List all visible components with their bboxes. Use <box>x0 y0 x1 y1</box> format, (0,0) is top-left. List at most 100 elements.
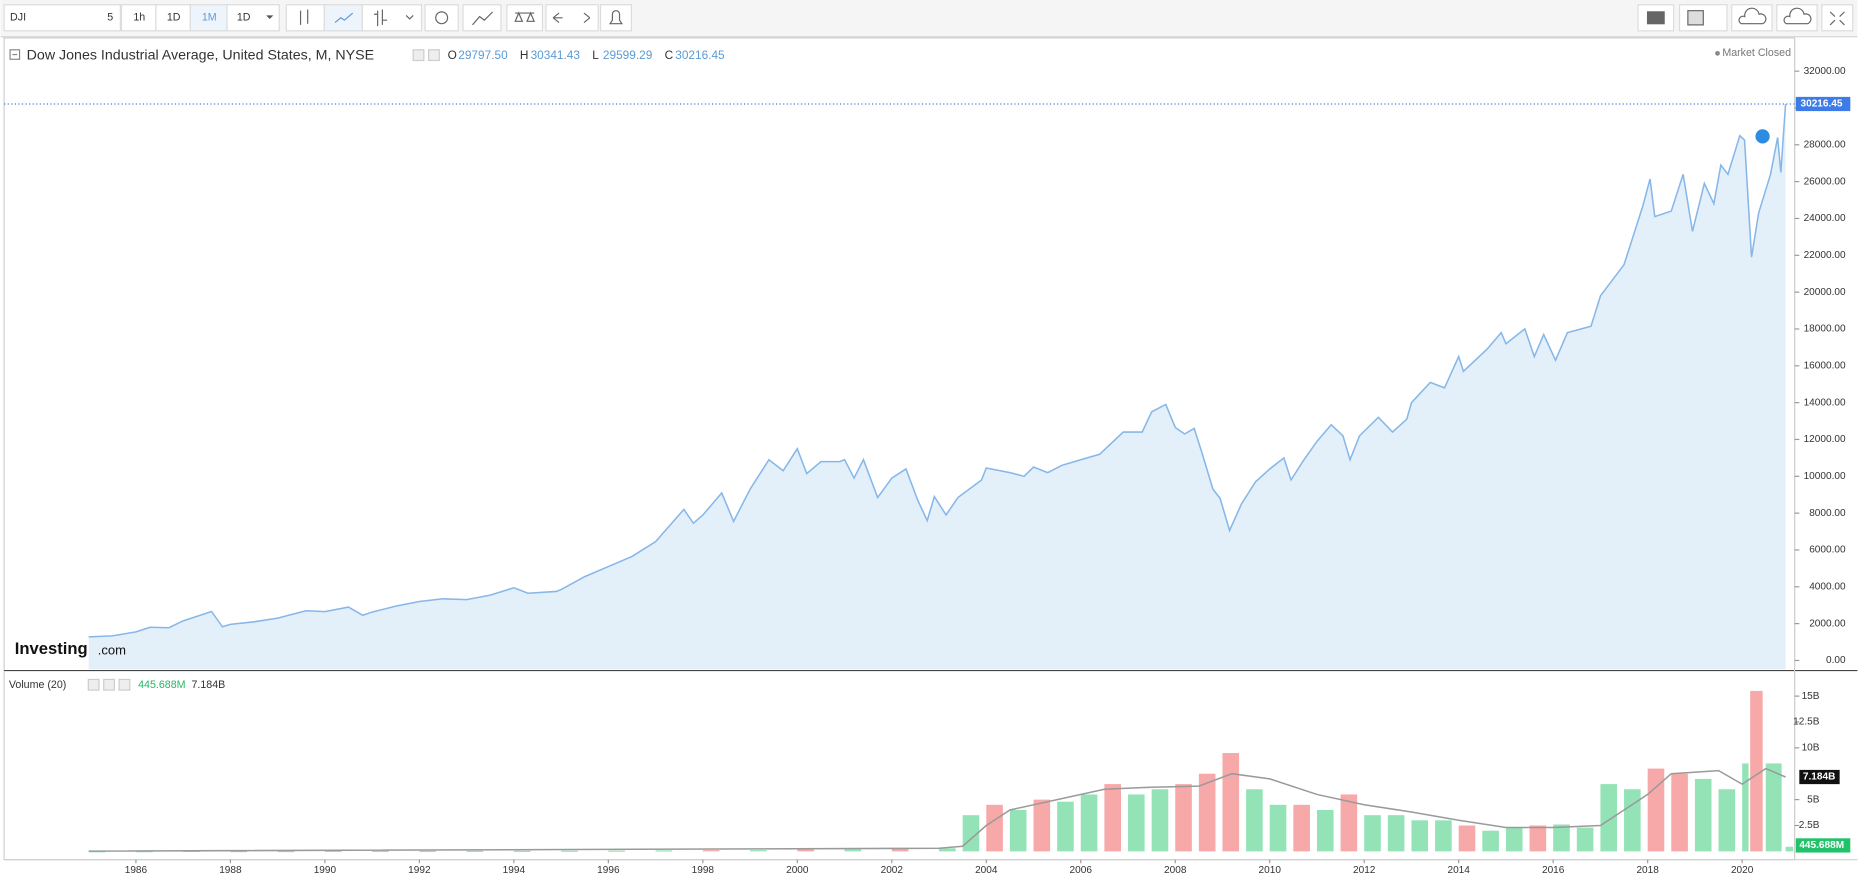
volume-bar <box>1529 825 1547 852</box>
volume-bar <box>939 848 956 852</box>
y-tick-label: 10000.00 <box>1804 471 1846 482</box>
volume-bar <box>324 850 342 853</box>
interval-button[interactable]: 1D <box>237 12 251 24</box>
price-area <box>88 103 1786 670</box>
volume-bar <box>1411 820 1429 852</box>
volume-bar <box>372 850 389 853</box>
y-tick-label: 2.5B <box>1799 820 1820 831</box>
fullscreen-button[interactable] <box>1821 4 1854 32</box>
x-tick-label: 2006 <box>1070 865 1093 876</box>
x-tick-label: 1992 <box>408 865 431 876</box>
x-tick-label: 2018 <box>1636 865 1659 876</box>
settings-button[interactable] <box>424 4 459 32</box>
collapse-button[interactable] <box>9 49 21 60</box>
volume-bar <box>1033 799 1051 852</box>
legend-icon[interactable] <box>428 49 440 62</box>
volume-bar <box>277 850 295 853</box>
volume-ma-line <box>88 767 1786 852</box>
volume-title: Volume (20) <box>9 679 66 691</box>
icon <box>552 12 591 23</box>
volume-bar <box>1750 690 1763 852</box>
x-tick-label: 1988 <box>219 865 242 876</box>
volume-bar <box>1057 801 1074 852</box>
x-tick-label: 2000 <box>786 865 809 876</box>
volume-bar <box>1104 784 1121 852</box>
volume-bar <box>1694 778 1712 852</box>
volume-bar <box>466 850 484 852</box>
candle-button[interactable] <box>285 4 325 32</box>
volume-bar <box>1576 827 1594 852</box>
marker-p[interactable] <box>1755 129 1770 144</box>
x-tick-label: 2016 <box>1542 865 1565 876</box>
y-tick-label: 2000.00 <box>1809 618 1846 629</box>
icon <box>435 11 449 25</box>
volume-bar <box>1624 789 1641 852</box>
y-tick-label: 12.5B <box>1793 717 1820 728</box>
y-tick-label: 22000.00 <box>1804 250 1846 261</box>
interval-button[interactable]: 1D <box>167 12 181 24</box>
volume-bar <box>1269 804 1287 852</box>
volume-bar <box>1553 824 1570 852</box>
x-tick-label: 2020 <box>1731 865 1754 876</box>
y-tick-label: 8000.00 <box>1809 508 1846 519</box>
icon <box>608 10 624 25</box>
interval-button[interactable]: 5 <box>107 12 113 24</box>
x-tick-label: 1994 <box>503 865 526 876</box>
legend-icon[interactable] <box>412 49 425 62</box>
symbol-input[interactable] <box>3 4 121 32</box>
legend-icon[interactable] <box>118 678 131 691</box>
icon <box>1687 10 1704 26</box>
volume-bar <box>1458 825 1476 852</box>
status-dot <box>1715 50 1720 56</box>
volume-bar <box>513 850 531 852</box>
x-tick-label: 2008 <box>1164 865 1187 876</box>
line-button[interactable] <box>323 4 363 32</box>
icon <box>334 12 354 23</box>
alert-button[interactable] <box>599 4 632 32</box>
x-tick-label: 2002 <box>881 865 904 876</box>
y-tick-label: 16000.00 <box>1804 360 1846 371</box>
volume-bar <box>1364 815 1381 852</box>
volume-bar <box>1387 815 1405 852</box>
volume-bar <box>702 850 720 852</box>
volume-tag-label: 445.688M <box>1799 840 1844 851</box>
legend-icon[interactable] <box>87 678 100 691</box>
ohlc-value: 30216.45 <box>675 48 725 62</box>
volume-ma-value: 7.184B <box>191 679 225 691</box>
interval-button[interactable]: 1M <box>202 12 217 24</box>
ohlc-key: H <box>520 48 529 62</box>
volume-bar <box>1175 784 1192 852</box>
volume-bar <box>1505 827 1523 852</box>
volume-bar <box>986 804 1003 852</box>
ma-tag <box>1799 769 1840 785</box>
volume-bar <box>655 850 673 852</box>
last-price-tag <box>1795 96 1851 112</box>
legend-icon[interactable] <box>103 678 115 691</box>
interval-button[interactable]: 1h <box>133 12 145 24</box>
compare-button[interactable] <box>506 4 544 32</box>
volume-bar <box>1765 763 1782 852</box>
logo: Investing <box>15 639 88 658</box>
volume-bar <box>1246 789 1263 852</box>
ma-tag-label: 7.184B <box>1803 772 1835 783</box>
ohlc-value: 29599.29 <box>603 48 653 62</box>
volume-bar <box>1482 830 1499 852</box>
ohlc-key: C <box>665 48 674 62</box>
y-tick-label: 18000.00 <box>1804 324 1846 335</box>
volume-bar <box>1222 753 1240 852</box>
volume-bar <box>1671 773 1688 852</box>
icon <box>1829 11 1845 26</box>
bar-button[interactable] <box>361 4 423 32</box>
price-line <box>88 103 1787 638</box>
series-title: Dow Jones Industrial Average, United Sta… <box>27 47 374 63</box>
icon <box>514 11 536 22</box>
icon <box>1646 11 1665 25</box>
x-tick-label: 2014 <box>1448 865 1471 876</box>
volume-bar <box>1198 773 1216 852</box>
logo-suffix: .com <box>98 642 126 657</box>
button-frame <box>189 4 228 32</box>
dropdown-icon[interactable] <box>266 15 274 19</box>
y-tick-label: 5B <box>1807 794 1820 805</box>
y-tick-label: 26000.00 <box>1804 176 1846 187</box>
